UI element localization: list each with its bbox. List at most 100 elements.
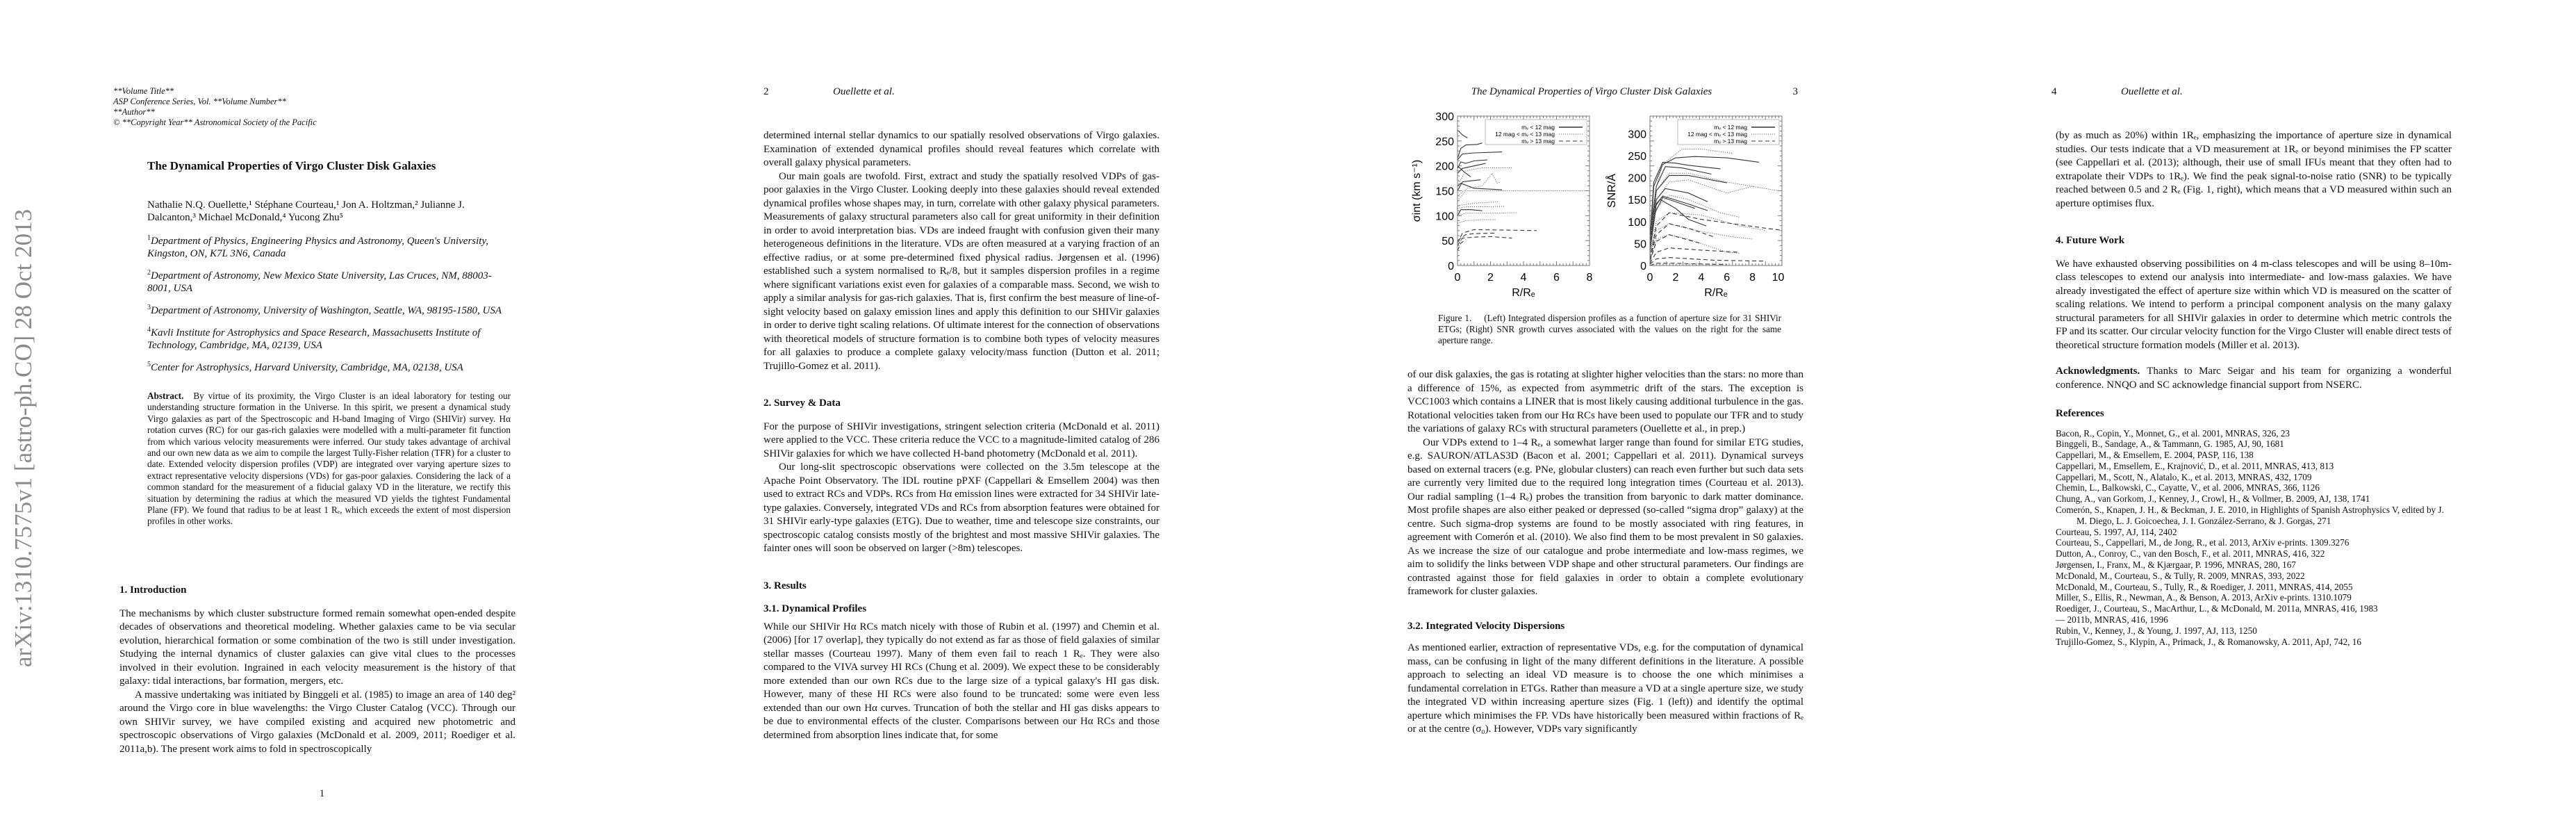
- paragraph: For the purpose of SHIVir investigations…: [763, 420, 1159, 459]
- abstract-text: By virtue of its proximity, the Virgo Cl…: [147, 391, 511, 527]
- data-series-line: [1649, 223, 1715, 259]
- section-heading: 2. Survey & Data: [763, 398, 841, 409]
- data-series-line: [1457, 159, 1487, 169]
- paragraph: Our long-slit spectroscopic observations…: [763, 461, 1159, 554]
- legend-label: 12 mag < mᵥ < 13 mag: [1687, 131, 1747, 138]
- data-series-line: [1457, 206, 1505, 209]
- paragraph: While our SHIVir Hα RCs match nicely wit…: [763, 621, 1159, 741]
- reference-entry: Dutton, A., Conroy, C., van den Bosch, F…: [2056, 548, 2325, 559]
- x-tick-label: 8: [1749, 272, 1756, 284]
- data-series-line: [1457, 212, 1517, 216]
- acknowledgments-text: Thanks to Marc Seigar and his team for o…: [2056, 366, 2452, 391]
- data-series-line: [1649, 197, 1695, 253]
- figure-panel-right: 0 50 100 150 200 250 300 0 2 4 6 8 10 R/Rₑ SNR/Å mᵥ < 1…: [1605, 115, 1785, 299]
- data-series-line: [1649, 212, 1766, 257]
- data-series-line: [1649, 234, 1701, 261]
- y-tick-label: 300: [1628, 129, 1646, 140]
- running-head-authors: Ouellette et al.: [2121, 86, 2183, 97]
- data-series-line: [1457, 152, 1503, 161]
- y-tick-label: 0: [1640, 261, 1646, 272]
- page-2: 2 Ouellette et al. determined internal s…: [644, 0, 1288, 834]
- y-tick-label: 200: [1435, 161, 1454, 173]
- x-tick-label: 4: [1521, 272, 1527, 284]
- data-series-line: [1457, 183, 1503, 190]
- affiliation-number: 2: [147, 269, 151, 277]
- caption-text: (Left) Integrated dispersion profiles as…: [1438, 313, 1782, 345]
- data-series-line: [1649, 234, 1740, 261]
- legend-label: mᵥ > 13 mag: [1521, 138, 1555, 145]
- legend-box: [1485, 119, 1587, 145]
- page-1: arXiv:1310.7575v1 [astro-ph.CO] 28 Oct 2…: [0, 0, 644, 834]
- running-head: The Dynamical Properties of Virgo Cluste…: [1407, 86, 1803, 99]
- data-series-line: [1457, 232, 1496, 241]
- data-series-line: [1457, 142, 1483, 159]
- y-tick-label: 150: [1628, 195, 1646, 206]
- affiliation-text: Department of Astronomy, University of W…: [151, 305, 502, 316]
- data-series-line: [1649, 166, 1712, 235]
- volume-title: **Volume Title**: [113, 86, 174, 96]
- affiliation: 4Kavli Institute for Astrophysics and Sp…: [147, 324, 512, 352]
- y-tick-label: 250: [1628, 151, 1646, 163]
- references-heading: References: [2056, 408, 2104, 419]
- page-number: 1: [319, 788, 325, 799]
- body-column: determined internal stellar dynamics to …: [763, 129, 1159, 742]
- legend-label: mᵥ > 13 mag: [1714, 138, 1747, 145]
- paper-title: The Dynamical Properties of Virgo Cluste…: [147, 159, 436, 172]
- reference-entry: Trujillo-Gomez, S., Klypin, A., Primack,…: [2056, 636, 2361, 647]
- page-number: 2: [763, 86, 769, 97]
- page-3: The Dynamical Properties of Virgo Cluste…: [1288, 0, 1932, 834]
- author-list: Nathalie N.Q. Ouellette,¹ Stéphane Court…: [147, 199, 465, 223]
- y-tick-label: 250: [1435, 136, 1454, 148]
- data-series-line: [1649, 212, 1783, 259]
- reference-entry: Cappellari, M., Emsellem, E., Krajnović,…: [2056, 460, 2334, 471]
- section-heading: 1. Introduction: [119, 584, 187, 596]
- data-series-line: [1649, 247, 1740, 264]
- y-tick-label: 50: [1442, 236, 1454, 247]
- subsection-heading: 3.1. Dynamical Profiles: [763, 603, 867, 614]
- figure-caption: Figure 1. (Left) Integrated dispersion pr…: [1438, 313, 1781, 346]
- volume-info: **Volume Title** ASP Conference Series, …: [113, 86, 317, 128]
- reference-entry: Roediger, J., Courteau, S., MacArthur, L…: [2056, 603, 2378, 614]
- data-series-line: [1649, 223, 1753, 257]
- body-column: of our disk galaxies, the gas is rotatin…: [1407, 368, 1803, 737]
- x-tick-label: 10: [1772, 272, 1785, 284]
- y-tick-label: 50: [1634, 238, 1646, 250]
- affiliation: 1Department of Physics, Engineering Phys…: [147, 232, 512, 260]
- acknowledgments: Acknowledgments. Thanks to Marc Seigar an…: [2056, 365, 2452, 392]
- affiliation-text: Department of Astronomy, New Mexico Stat…: [147, 270, 492, 294]
- affiliation: 3Department of Astronomy, University of …: [147, 302, 512, 317]
- x-axis-label: R/Rₑ: [1704, 287, 1728, 299]
- data-series-line: [1457, 190, 1590, 202]
- paragraph: We have exhausted observing possibilitie…: [2056, 258, 2452, 351]
- reference-entry: Courteau, S. 1997, AJ, 114, 2402: [2056, 526, 2177, 537]
- x-axis-label: R/Rₑ: [1512, 287, 1535, 299]
- x-tick-label: 2: [1672, 272, 1678, 284]
- reference-entry: Comerón, S., Knapen, J. H., & Beckman, J…: [2056, 505, 2444, 526]
- reference-entry: Courteau, S., Cappellari, M., de Jong, R…: [2056, 537, 2350, 548]
- data-series-line: [1649, 257, 1766, 265]
- copyright-line: © **Copyright Year** Astronomical Societ…: [113, 117, 317, 127]
- legend-label: 12 mag < mᵥ < 13 mag: [1495, 131, 1555, 138]
- data-series-line: [1457, 179, 1481, 191]
- data-series-line: [1457, 239, 1467, 251]
- reference-entry: Chung, A., van Gorkom, J., Kenney, J., C…: [2056, 493, 2370, 505]
- affiliation-number: 1: [147, 234, 151, 242]
- data-series-line: [1649, 174, 1727, 244]
- data-series-line: [1457, 219, 1496, 224]
- affiliation-text: Kavli Institute for Astrophysics and Spa…: [147, 327, 481, 351]
- affiliation: 2Department of Astronomy, New Mexico Sta…: [147, 267, 512, 295]
- arxiv-identifier-stamp[interactable]: arXiv:1310.7575v1 [astro-ph.CO] 28 Oct 2…: [10, 208, 37, 667]
- x-tick-label: 0: [1647, 272, 1653, 284]
- reference-entry: — 2011b, MNRAS, 416, 1996: [2056, 614, 2168, 626]
- x-tick-label: 6: [1553, 272, 1560, 284]
- paragraph: (by as much as 20%) within 1Rₑ, emphasiz…: [2056, 130, 2452, 209]
- y-tick-label: 100: [1628, 217, 1646, 229]
- data-series-line: [1649, 161, 1721, 240]
- reference-entry: McDonald, M., Courteau, S., & Tully, R. …: [2056, 570, 2305, 581]
- data-series-line: [1457, 201, 1499, 206]
- conference-series: ASP Conference Series, Vol. **Volume Num…: [113, 97, 286, 106]
- paragraph: The mechanisms by which cluster substruc…: [119, 607, 515, 687]
- x-tick-label: 6: [1724, 272, 1730, 284]
- reference-entry: Jørgensen, I., Franx, M., & Kjærgaar, P.…: [2056, 559, 2296, 571]
- caption-label: Figure 1.: [1438, 313, 1472, 323]
